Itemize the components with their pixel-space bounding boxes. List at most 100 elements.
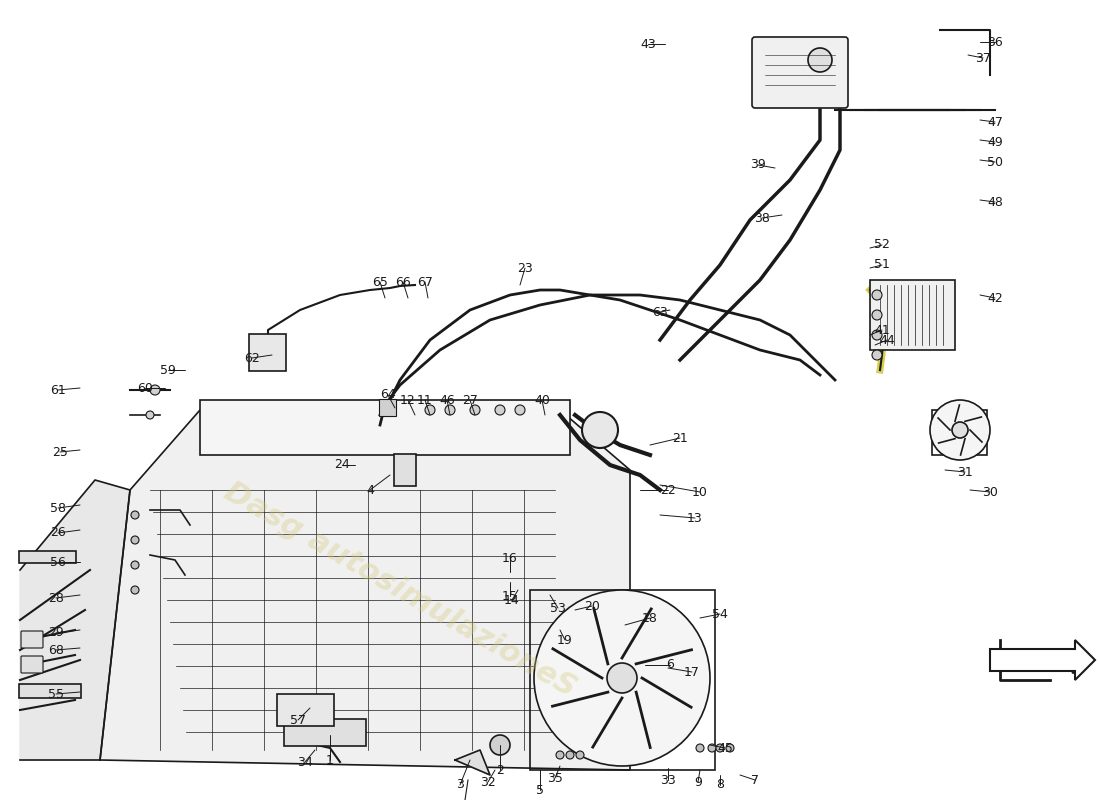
Circle shape xyxy=(470,405,480,415)
Text: 49: 49 xyxy=(987,135,1003,149)
Circle shape xyxy=(131,586,139,594)
Text: 2: 2 xyxy=(496,763,504,777)
Text: 6: 6 xyxy=(667,658,674,671)
Text: 30: 30 xyxy=(982,486,998,498)
FancyBboxPatch shape xyxy=(284,719,366,746)
Text: 7: 7 xyxy=(751,774,759,786)
Circle shape xyxy=(696,744,704,752)
Text: 29: 29 xyxy=(48,626,64,639)
Text: Dasg autosimulazioneS: Dasg autosimulazioneS xyxy=(219,477,581,703)
FancyBboxPatch shape xyxy=(19,551,76,563)
Text: 64: 64 xyxy=(381,389,396,402)
Circle shape xyxy=(726,744,734,752)
Text: 59: 59 xyxy=(161,363,176,377)
Text: 17: 17 xyxy=(684,666,700,678)
Text: 31: 31 xyxy=(957,466,972,478)
Circle shape xyxy=(146,411,154,419)
Text: 61: 61 xyxy=(51,383,66,397)
Circle shape xyxy=(952,422,968,438)
Text: 26: 26 xyxy=(51,526,66,539)
Text: 67: 67 xyxy=(417,275,433,289)
Circle shape xyxy=(131,536,139,544)
Circle shape xyxy=(872,330,882,340)
Polygon shape xyxy=(455,750,490,775)
FancyArrow shape xyxy=(990,640,1094,680)
Text: 66: 66 xyxy=(395,275,411,289)
Text: 12: 12 xyxy=(400,394,416,406)
Text: 11: 11 xyxy=(417,394,433,406)
Circle shape xyxy=(566,751,574,759)
Text: 48: 48 xyxy=(987,195,1003,209)
Circle shape xyxy=(872,290,882,300)
Text: 13: 13 xyxy=(688,511,703,525)
Text: 15: 15 xyxy=(502,590,518,602)
FancyBboxPatch shape xyxy=(379,399,396,416)
Circle shape xyxy=(872,350,882,360)
Circle shape xyxy=(131,511,139,519)
Text: 10: 10 xyxy=(692,486,708,498)
Text: 18: 18 xyxy=(642,611,658,625)
Circle shape xyxy=(930,400,990,460)
Circle shape xyxy=(490,735,510,755)
Text: 3: 3 xyxy=(456,778,464,791)
FancyBboxPatch shape xyxy=(752,37,848,108)
Text: 23: 23 xyxy=(517,262,532,274)
Text: 60: 60 xyxy=(138,382,153,394)
Circle shape xyxy=(425,405,435,415)
Text: 22: 22 xyxy=(660,483,675,497)
Circle shape xyxy=(515,405,525,415)
Text: 33: 33 xyxy=(660,774,675,786)
Circle shape xyxy=(576,751,584,759)
Text: 56: 56 xyxy=(51,555,66,569)
FancyBboxPatch shape xyxy=(249,334,286,371)
Text: 21: 21 xyxy=(672,431,688,445)
Text: 55: 55 xyxy=(48,687,64,701)
Text: 50: 50 xyxy=(987,155,1003,169)
Text: 51: 51 xyxy=(874,258,890,271)
Text: 37: 37 xyxy=(975,51,991,65)
Text: 47: 47 xyxy=(987,115,1003,129)
Text: 52: 52 xyxy=(874,238,890,251)
FancyBboxPatch shape xyxy=(277,694,334,726)
Text: 62: 62 xyxy=(244,351,260,365)
FancyBboxPatch shape xyxy=(19,684,81,698)
Text: 65: 65 xyxy=(372,275,388,289)
Text: 16: 16 xyxy=(502,551,518,565)
FancyBboxPatch shape xyxy=(21,631,43,648)
Text: 39: 39 xyxy=(750,158,766,171)
Text: 5: 5 xyxy=(536,783,544,797)
Circle shape xyxy=(708,744,716,752)
Text: 35: 35 xyxy=(547,771,563,785)
Text: 57: 57 xyxy=(290,714,306,726)
Circle shape xyxy=(607,663,637,693)
Text: 53: 53 xyxy=(550,602,565,614)
Text: 27: 27 xyxy=(462,394,477,406)
Polygon shape xyxy=(100,410,630,770)
Text: 25: 25 xyxy=(52,446,68,458)
Text: 43: 43 xyxy=(640,38,656,50)
Text: 8: 8 xyxy=(716,778,724,791)
Text: 19: 19 xyxy=(557,634,573,646)
Circle shape xyxy=(556,751,564,759)
Text: 28: 28 xyxy=(48,591,64,605)
Text: 9: 9 xyxy=(694,775,702,789)
Text: 4: 4 xyxy=(366,483,374,497)
Text: 46: 46 xyxy=(439,394,455,406)
Text: 63: 63 xyxy=(652,306,668,318)
Circle shape xyxy=(872,310,882,320)
Polygon shape xyxy=(984,630,1060,695)
Circle shape xyxy=(582,412,618,448)
Text: 42: 42 xyxy=(987,291,1003,305)
Text: 36: 36 xyxy=(987,35,1003,49)
Circle shape xyxy=(534,590,710,766)
Text: 58: 58 xyxy=(50,502,66,514)
FancyBboxPatch shape xyxy=(394,454,416,486)
Circle shape xyxy=(150,385,160,395)
Circle shape xyxy=(495,405,505,415)
Text: 20: 20 xyxy=(584,599,600,613)
Circle shape xyxy=(716,744,724,752)
Circle shape xyxy=(131,561,139,569)
Circle shape xyxy=(808,48,832,72)
Text: 45: 45 xyxy=(717,742,733,754)
Text: 14: 14 xyxy=(504,594,520,606)
